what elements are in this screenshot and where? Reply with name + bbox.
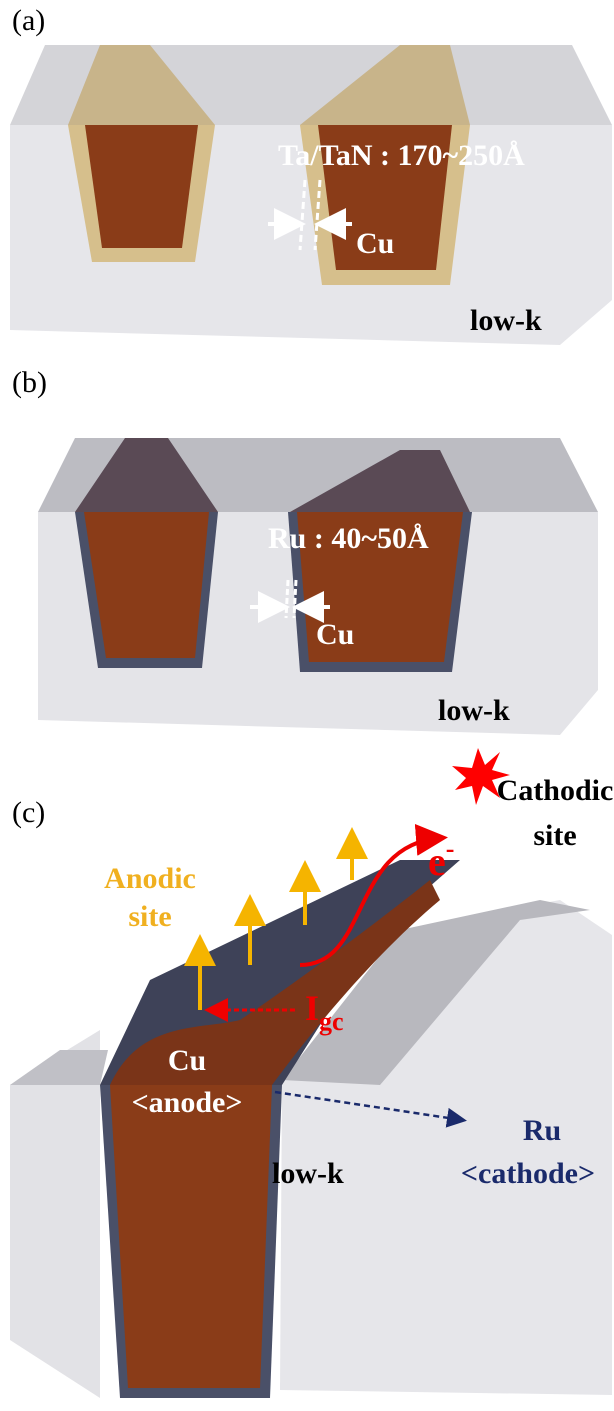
metal-label: Cu bbox=[316, 618, 354, 651]
dielectric-label: low-k bbox=[470, 304, 542, 337]
figure: (a) Ta/TaN : 170~250Å Cu low-k (b) Ru : … bbox=[0, 0, 614, 1411]
electron-symbol: e bbox=[428, 839, 446, 884]
panel-c: (c) Cathodic site Anodic site e- Igc Cu … bbox=[10, 748, 613, 1398]
metal-label: Cu bbox=[356, 227, 394, 260]
panel-label: (a) bbox=[12, 4, 45, 37]
electron-label: e- bbox=[428, 834, 454, 884]
left-block bbox=[10, 1030, 100, 1398]
anode-label: <anode> bbox=[132, 1086, 243, 1119]
current-subscript: gc bbox=[319, 1007, 344, 1036]
copper bbox=[85, 125, 198, 248]
cathode-label: Ru bbox=[523, 1114, 561, 1147]
panel-b: (b) Ru : 40~50Å Cu low-k bbox=[12, 366, 598, 735]
anodic-site-label: site bbox=[128, 900, 171, 933]
copper bbox=[110, 1085, 272, 1388]
panel-label: (c) bbox=[12, 796, 45, 829]
liner-label: Ta/TaN : 170~250Å bbox=[278, 139, 525, 172]
dielectric-label: low-k bbox=[438, 694, 510, 727]
dielectric-label: low-k bbox=[272, 1157, 344, 1190]
anode-label: Cu bbox=[168, 1044, 206, 1077]
cathode-label: <cathode> bbox=[461, 1157, 595, 1190]
copper bbox=[84, 512, 209, 658]
current-symbol: I bbox=[305, 988, 319, 1028]
electron-charge: - bbox=[446, 834, 455, 863]
anodic-site-label: Anodic bbox=[104, 862, 196, 895]
panel-label: (b) bbox=[12, 366, 47, 399]
cathodic-site-label: Cathodic bbox=[497, 774, 614, 807]
liner-label: Ru : 40~50Å bbox=[268, 522, 429, 555]
cathodic-site-label: site bbox=[533, 819, 576, 852]
panel-a: (a) Ta/TaN : 170~250Å Cu low-k bbox=[10, 4, 612, 345]
top-face bbox=[10, 1050, 108, 1085]
